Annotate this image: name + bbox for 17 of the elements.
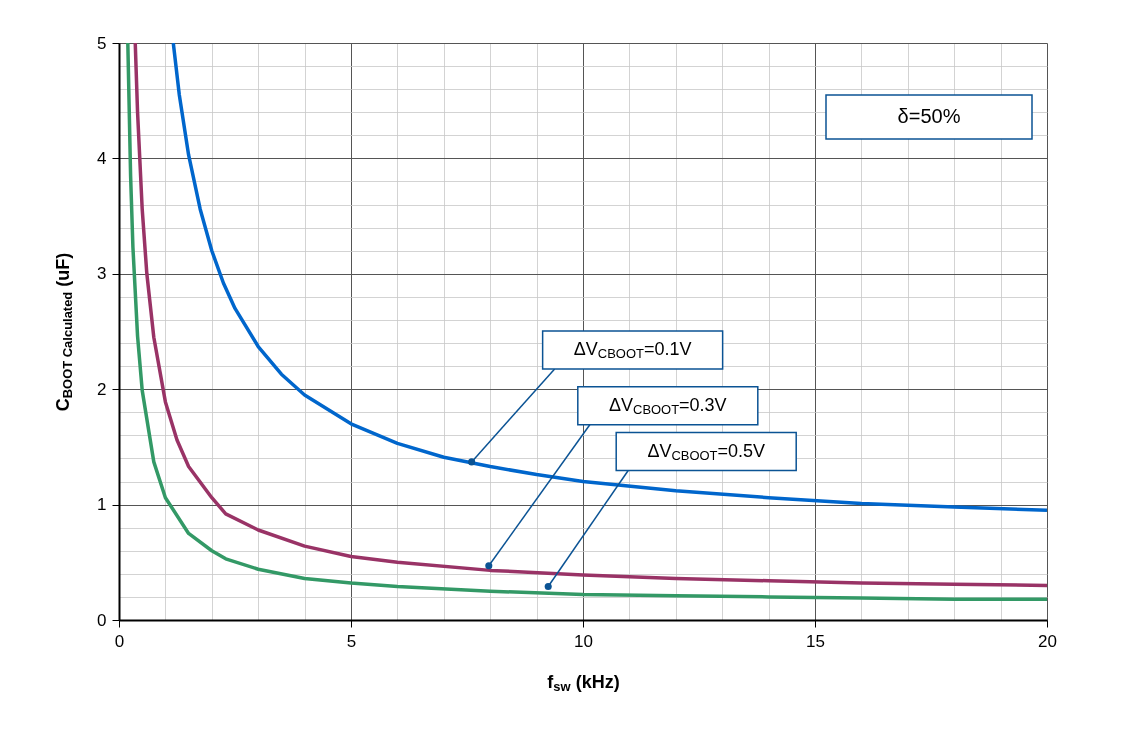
x-tick-label: 0 [114, 631, 125, 651]
y-tick-label: 0 [97, 610, 107, 630]
y-tick-label: 5 [97, 33, 107, 53]
x-tick-label: 10 [574, 631, 593, 651]
x-tick-label: 15 [806, 631, 825, 651]
annotation: δ=50% [897, 105, 961, 127]
x-tick-label: 20 [1038, 631, 1057, 651]
line-series [171, 43, 1047, 513]
annotation: ΔV$_{CBOOT}$=0.5V [647, 440, 766, 463]
y-tick-label: 1 [97, 495, 107, 515]
y-tick-label: 4 [97, 148, 107, 168]
x-axis-title: f$_{sw}$ (kHz) [547, 671, 620, 694]
x-tick-label: 5 [346, 631, 357, 651]
y-tick-label: 3 [97, 264, 107, 284]
annotation: ΔV$_{CBOOT}$=0.3V [608, 394, 727, 418]
annotation: ΔV$_{CBOOT}$=0.1V [573, 338, 692, 362]
y-tick-label: 2 [97, 379, 107, 399]
